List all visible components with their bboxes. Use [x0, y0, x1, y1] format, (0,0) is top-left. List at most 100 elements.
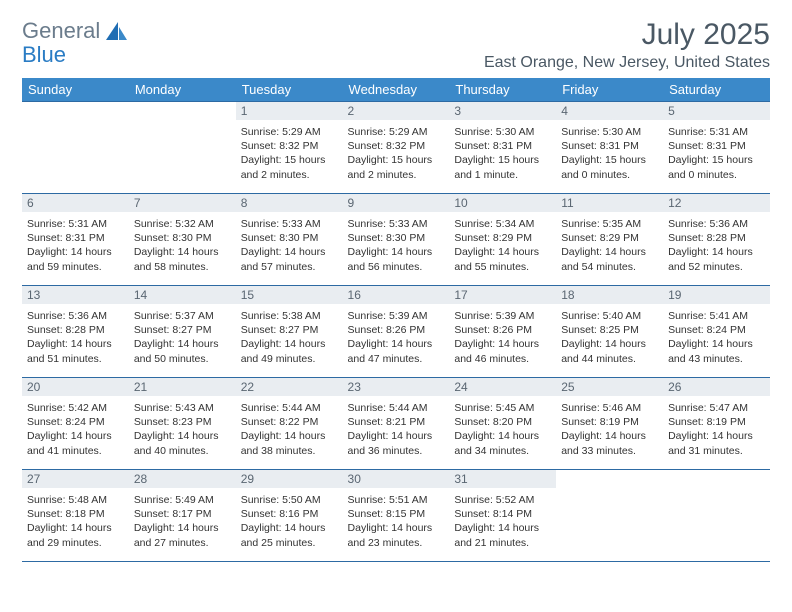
day-details: Sunrise: 5:29 AMSunset: 8:32 PMDaylight:…	[236, 120, 343, 187]
day-text: Sunrise: 5:50 AMSunset: 8:16 PMDaylight:…	[241, 493, 338, 550]
day-number: 30	[343, 470, 450, 488]
calendar-cell	[22, 102, 129, 194]
day-number: 7	[129, 194, 236, 212]
calendar-cell: 20Sunrise: 5:42 AMSunset: 8:24 PMDayligh…	[22, 378, 129, 470]
day-text-line: Sunset: 8:29 PM	[561, 231, 658, 245]
day-text-line: Sunrise: 5:40 AM	[561, 309, 658, 323]
calendar-cell: 25Sunrise: 5:46 AMSunset: 8:19 PMDayligh…	[556, 378, 663, 470]
weekday-header: Thursday	[449, 78, 556, 102]
calendar-cell: 7Sunrise: 5:32 AMSunset: 8:30 PMDaylight…	[129, 194, 236, 286]
day-text-line: Daylight: 15 hours	[561, 153, 658, 167]
day-text: Sunrise: 5:35 AMSunset: 8:29 PMDaylight:…	[561, 217, 658, 274]
calendar-cell: 31Sunrise: 5:52 AMSunset: 8:14 PMDayligh…	[449, 470, 556, 562]
day-text: Sunrise: 5:39 AMSunset: 8:26 PMDaylight:…	[454, 309, 551, 366]
day-text-line: and 43 minutes.	[668, 352, 765, 366]
calendar-row: 1Sunrise: 5:29 AMSunset: 8:32 PMDaylight…	[22, 102, 770, 194]
day-text-line: Daylight: 14 hours	[27, 245, 124, 259]
day-details: Sunrise: 5:37 AMSunset: 8:27 PMDaylight:…	[129, 304, 236, 371]
calendar-row: 27 Sunrise: 5:48 AMSunset: 8:18 PMDayligh…	[22, 470, 770, 562]
day-text-line: Sunset: 8:21 PM	[348, 415, 445, 429]
calendar-cell: 30 Sunrise: 5:51 AMSunset: 8:15 PMDayligh…	[343, 470, 450, 562]
day-number: 15	[236, 286, 343, 304]
calendar-cell: 11Sunrise: 5:35 AMSunset: 8:29 PMDayligh…	[556, 194, 663, 286]
day-text-line: and 2 minutes.	[241, 168, 338, 182]
day-details: Sunrise: 5:47 AMSunset: 8:19 PMDaylight:…	[663, 396, 770, 463]
day-number: 23	[343, 378, 450, 396]
day-number: 24	[449, 378, 556, 396]
day-text-line: Sunrise: 5:47 AM	[668, 401, 765, 415]
day-text-line: Daylight: 14 hours	[561, 429, 658, 443]
day-details: Sunrise: 5:30 AMSunset: 8:31 PMDaylight:…	[449, 120, 556, 187]
day-text-line: Sunset: 8:32 PM	[348, 139, 445, 153]
day-text: Sunrise: 5:48 AMSunset: 8:18 PMDaylight:…	[27, 493, 124, 550]
day-text: Sunrise: 5:37 AMSunset: 8:27 PMDaylight:…	[134, 309, 231, 366]
day-text: Sunrise: 5:36 AMSunset: 8:28 PMDaylight:…	[668, 217, 765, 274]
day-text-line: Daylight: 15 hours	[668, 153, 765, 167]
day-number: 10	[449, 194, 556, 212]
day-text-line: Sunset: 8:31 PM	[27, 231, 124, 245]
day-text-line: Daylight: 14 hours	[668, 429, 765, 443]
day-text: Sunrise: 5:38 AMSunset: 8:27 PMDaylight:…	[241, 309, 338, 366]
day-text-line: Daylight: 15 hours	[454, 153, 551, 167]
day-text-line: and 25 minutes.	[241, 536, 338, 550]
day-details: Sunrise: 5:39 AMSunset: 8:26 PMDaylight:…	[449, 304, 556, 371]
calendar-cell: 13Sunrise: 5:36 AMSunset: 8:28 PMDayligh…	[22, 286, 129, 378]
day-text-line: Sunset: 8:31 PM	[561, 139, 658, 153]
day-number: 26	[663, 378, 770, 396]
day-text-line: Sunrise: 5:36 AM	[27, 309, 124, 323]
calendar-cell: 22Sunrise: 5:44 AMSunset: 8:22 PMDayligh…	[236, 378, 343, 470]
day-text-line: Sunrise: 5:48 AM	[27, 493, 124, 507]
day-details: Sunrise: 5:52 AMSunset: 8:14 PMDaylight:…	[449, 488, 556, 555]
day-number: 27	[22, 470, 129, 488]
day-text-line: Sunrise: 5:42 AM	[27, 401, 124, 415]
day-text: Sunrise: 5:42 AMSunset: 8:24 PMDaylight:…	[27, 401, 124, 458]
day-details: Sunrise: 5:31 AMSunset: 8:31 PMDaylight:…	[22, 212, 129, 279]
day-text-line: Sunset: 8:29 PM	[454, 231, 551, 245]
day-text-line: and 21 minutes.	[454, 536, 551, 550]
brand-logo: General	[22, 18, 132, 44]
day-text-line: Daylight: 14 hours	[134, 429, 231, 443]
day-text-line: Sunset: 8:16 PM	[241, 507, 338, 521]
weekday-header: Saturday	[663, 78, 770, 102]
day-text-line: Daylight: 14 hours	[241, 521, 338, 535]
calendar-cell: 6Sunrise: 5:31 AMSunset: 8:31 PMDaylight…	[22, 194, 129, 286]
day-text: Sunrise: 5:30 AMSunset: 8:31 PMDaylight:…	[561, 125, 658, 182]
day-text-line: Sunrise: 5:36 AM	[668, 217, 765, 231]
day-text-line: Daylight: 14 hours	[668, 337, 765, 351]
day-text: Sunrise: 5:29 AMSunset: 8:32 PMDaylight:…	[241, 125, 338, 182]
day-text-line: Daylight: 14 hours	[561, 245, 658, 259]
day-number: 9	[343, 194, 450, 212]
day-text: Sunrise: 5:47 AMSunset: 8:19 PMDaylight:…	[668, 401, 765, 458]
day-text-line: and 23 minutes.	[348, 536, 445, 550]
calendar-cell: 1Sunrise: 5:29 AMSunset: 8:32 PMDaylight…	[236, 102, 343, 194]
day-text: Sunrise: 5:36 AMSunset: 8:28 PMDaylight:…	[27, 309, 124, 366]
calendar-row: 6Sunrise: 5:31 AMSunset: 8:31 PMDaylight…	[22, 194, 770, 286]
day-text-line: and 34 minutes.	[454, 444, 551, 458]
day-text-line: Sunset: 8:19 PM	[561, 415, 658, 429]
brand-part2: Blue	[22, 42, 66, 68]
day-details: Sunrise: 5:51 AMSunset: 8:15 PMDaylight:…	[343, 488, 450, 555]
day-details: Sunrise: 5:44 AMSunset: 8:21 PMDaylight:…	[343, 396, 450, 463]
day-text-line: Sunrise: 5:46 AM	[561, 401, 658, 415]
calendar-cell: 9Sunrise: 5:33 AMSunset: 8:30 PMDaylight…	[343, 194, 450, 286]
day-text-line: and 52 minutes.	[668, 260, 765, 274]
calendar-cell: 3Sunrise: 5:30 AMSunset: 8:31 PMDaylight…	[449, 102, 556, 194]
day-text-line: Sunrise: 5:31 AM	[668, 125, 765, 139]
weekday-header-row: Sunday Monday Tuesday Wednesday Thursday…	[22, 78, 770, 102]
day-text-line: Daylight: 15 hours	[241, 153, 338, 167]
day-text-line: Sunset: 8:27 PM	[134, 323, 231, 337]
calendar-cell	[129, 102, 236, 194]
day-number: 16	[343, 286, 450, 304]
day-text-line: Sunrise: 5:34 AM	[454, 217, 551, 231]
calendar-cell	[556, 470, 663, 562]
day-text-line: and 54 minutes.	[561, 260, 658, 274]
day-details: Sunrise: 5:42 AMSunset: 8:24 PMDaylight:…	[22, 396, 129, 463]
day-text: Sunrise: 5:51 AMSunset: 8:15 PMDaylight:…	[348, 493, 445, 550]
day-text-line: Sunrise: 5:32 AM	[134, 217, 231, 231]
day-text-line: Sunset: 8:30 PM	[134, 231, 231, 245]
day-number: 31	[449, 470, 556, 488]
calendar-row: 13Sunrise: 5:36 AMSunset: 8:28 PMDayligh…	[22, 286, 770, 378]
day-text-line: Sunset: 8:14 PM	[454, 507, 551, 521]
day-text-line: Sunset: 8:26 PM	[348, 323, 445, 337]
day-text-line: Daylight: 14 hours	[348, 521, 445, 535]
